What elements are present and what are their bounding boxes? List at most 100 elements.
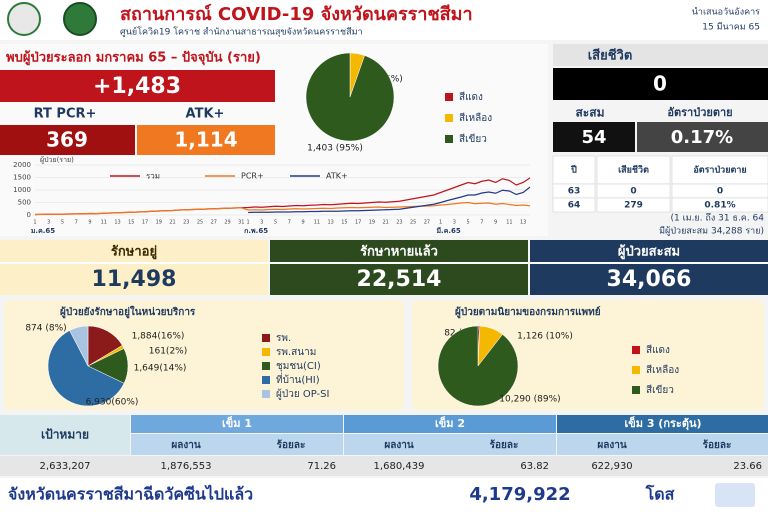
table-header: ปี (570, 165, 577, 176)
legend-label: ผู้ป่วย OP-SI (276, 388, 329, 400)
x-tick-label: 13 (520, 220, 526, 226)
y-tick-label: 500 (18, 199, 31, 207)
summary-value: 34,066 (607, 267, 692, 292)
legend-swatch (445, 93, 453, 101)
dose-header (131, 415, 343, 433)
legend-swatch (632, 386, 640, 394)
x-tick-label: 25 (410, 220, 416, 226)
panel-title: ผู้ป่วยตามนิยามของกรมการแพทย์ (455, 306, 601, 319)
pie-slice (47, 330, 125, 407)
target-cell (0, 415, 130, 455)
date: 15 มีนาคม 65 (702, 22, 760, 33)
slice-label: 1,649(14%) (134, 364, 187, 374)
x-tick-label: 3 (260, 220, 263, 226)
cfr-label: อัตราป่วยตาย (667, 106, 732, 119)
legend-label: สีเขียว (459, 133, 487, 145)
dose-name: เข็ม 2 (435, 416, 465, 430)
x-tick-label: 1 (439, 220, 442, 226)
panel-title: ผู้ป่วยยังรักษาอยู่ในหน่วยบริการ (60, 305, 196, 319)
pie-slice (437, 325, 519, 407)
percent-label: ร้อยละ (490, 439, 519, 451)
cumulative-box (553, 122, 635, 152)
death-note: มีผู้ป่วยสะสม 34,288 ราย) (659, 226, 764, 237)
slice-label: 161(2%) (149, 347, 187, 357)
x-tick-label: 9 (494, 220, 497, 226)
y-tick-label: 1500 (13, 174, 31, 182)
table-cell-text: 64 (568, 201, 581, 211)
pcr-value: 369 (46, 128, 88, 152)
y-tick-label: 0 (27, 211, 31, 219)
slice-label: 1,403 (95%) (307, 144, 363, 154)
legend-label: ชุมชน(CI) (276, 361, 321, 372)
legend-swatch (632, 366, 640, 374)
table-cell (552, 197, 596, 213)
x-tick-label: 7 (288, 220, 291, 226)
deaths-today-box (553, 68, 768, 100)
percent-label: ร้อยละ (277, 439, 306, 451)
x-tick-label: 15 (128, 220, 134, 226)
dose-header (557, 415, 768, 433)
x-tick-label: 27 (424, 220, 430, 226)
x-tick-label: 21 (169, 220, 175, 226)
legend-label: PCR+ (241, 172, 264, 181)
legend-label: สีเหลือง (459, 112, 492, 124)
pie-slice (69, 325, 89, 367)
summary-label: รักษาอยู่ (111, 245, 157, 260)
summary-box (530, 240, 768, 295)
x-tick-label: 27 (211, 220, 217, 226)
dose-result: 1,680,439 (374, 461, 425, 472)
result-label: ผลงาน (597, 440, 626, 451)
x-tick-label: 11 (101, 220, 107, 226)
table-cell (596, 197, 671, 213)
target-label: เป้าหมาย (41, 428, 89, 442)
x-tick-label: 17 (355, 220, 361, 226)
summary-value: 11,498 (92, 267, 177, 292)
value-row (0, 456, 768, 476)
x-tick-label: 5 (467, 220, 470, 226)
x-tick-label: 9 (302, 220, 305, 226)
pie-slice (305, 52, 395, 142)
legend-label: สีแดง (646, 344, 670, 356)
table-cell-text: 279 (624, 201, 643, 211)
header-bg (0, 0, 768, 40)
slice-label: 874 (8%) (25, 324, 66, 334)
atk-label: ATK+ (186, 107, 225, 122)
legend-swatch (262, 334, 270, 342)
dose-percent: 71.26 (307, 461, 336, 472)
cumulative-deaths: 54 (581, 127, 606, 148)
table-header: เสียชีวิต (618, 165, 649, 176)
x-tick-label: 7 (480, 220, 483, 226)
x-tick-label: 31 (238, 220, 244, 226)
table-header-cell (671, 155, 768, 185)
dose-percent: 23.66 (733, 461, 762, 472)
x-tick-label: 23 (396, 220, 402, 226)
summary-box (0, 240, 268, 295)
slice-label: 1,884(16%) (132, 332, 185, 342)
pcr-label: RT PCR+ (34, 107, 97, 122)
x-tick-label: 23 (183, 220, 189, 226)
vaccine-table: เป้าหมาย 2,633,207 เข็ม 1 ผลงาน ร้อยละ 1,876,… (0, 415, 768, 476)
footer-total: 4,179,922 (469, 484, 570, 505)
dose-name: เข็ม 1 (222, 416, 252, 430)
series-line (248, 186, 531, 214)
result-label: ผลงาน (384, 440, 413, 451)
x-tick-label: 29 (224, 220, 230, 226)
logo (7, 2, 41, 36)
footer-unit: โดส (645, 484, 675, 504)
total-box (0, 70, 275, 102)
deaths-header-bg (553, 44, 768, 66)
y-axis-label: ผู้ป่วย(ราย) (40, 156, 74, 164)
series-line (34, 201, 531, 216)
title: สถานการณ์ COVID-19 จังหวัดนครราชสีมา (120, 3, 473, 25)
x-tick-label: 13 (327, 220, 333, 226)
month-label: ม.ค.65 (31, 227, 55, 235)
dose-subheader (557, 434, 768, 455)
legend-label: ATK+ (326, 172, 348, 181)
x-tick-label: 7 (75, 220, 78, 226)
x-tick-label: 5 (274, 220, 277, 226)
legend-label: สีแดง (459, 91, 483, 103)
summary-label: ผู้ป่วยสะสม (618, 244, 680, 260)
slice-label: 10,290 (89%) (499, 395, 560, 405)
legend-label: ที่บ้าน(HI) (276, 372, 320, 386)
